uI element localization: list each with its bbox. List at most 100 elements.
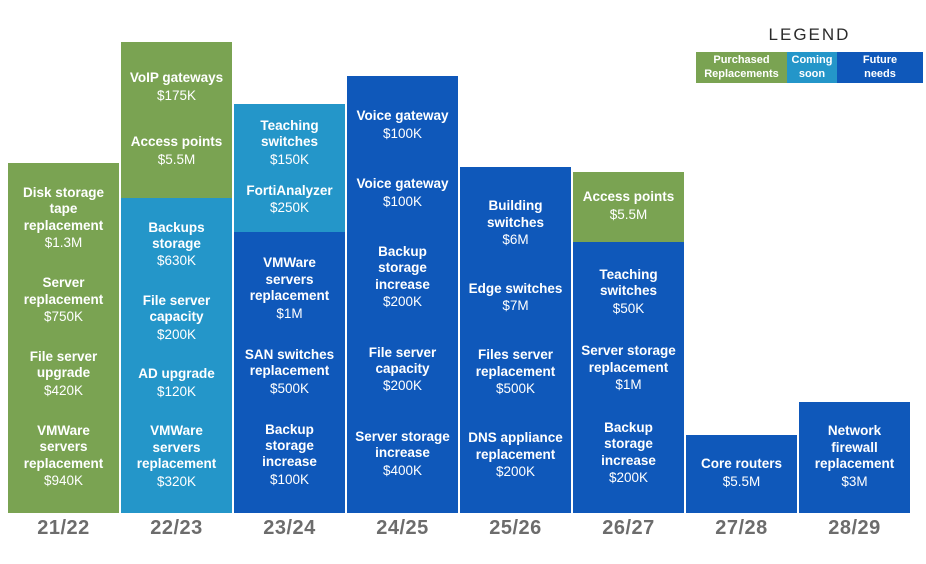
item-name: Backup storage increase <box>262 421 317 470</box>
chart-item: Edge switches $7M <box>461 281 571 316</box>
segment-future-needs: Voice gateway $100K Voice gateway $100K … <box>347 76 458 513</box>
chart-item: VoIP gateways $175K <box>122 70 231 105</box>
segment-future-needs: Network firewall replacement $3M <box>799 402 910 513</box>
item-value: $100K <box>382 193 423 209</box>
item-value: $1.3M <box>44 235 83 251</box>
item-name: Access points <box>130 134 223 150</box>
item-name: Teaching switches <box>260 117 319 150</box>
item-name: Core routers <box>700 456 783 472</box>
item-name: Backups storage <box>148 219 205 251</box>
item-value: $3M <box>841 473 868 489</box>
item-value: $500K <box>269 380 310 396</box>
chart-item: Access points $5.5M <box>575 189 683 224</box>
segment-future-needs: VMWare servers replacement $1M SAN switc… <box>234 232 345 513</box>
item-name: Server replacement <box>23 275 104 307</box>
item-name: Building switches <box>486 198 545 230</box>
chart-item: Building switches $6M <box>460 198 571 250</box>
chart-item: Voice gateway $100K <box>348 108 456 143</box>
chart-item: VMWare servers replacement $940K <box>8 423 119 491</box>
legend-item-future-needs: Future needs <box>837 52 923 83</box>
item-name: SAN switches replacement <box>244 346 335 379</box>
x-axis-label-21-22: 21/22 <box>37 517 90 539</box>
bar-column-26-27: Access points $5.5M Teaching switches $5… <box>573 172 684 513</box>
chart-item: DNS appliance replacement $200K <box>460 430 571 482</box>
x-axis-label-27-28: 27/28 <box>715 517 768 539</box>
chart-item: Teaching switches $50K <box>573 267 684 319</box>
item-value: $630K <box>156 253 197 269</box>
bar-column-23-24: Teaching switches $150K FortiAnalyzer $2… <box>234 104 345 513</box>
item-name: VMWare servers replacement <box>136 423 217 472</box>
item-value: $200K <box>382 378 423 394</box>
legend-title: LEGEND <box>768 25 851 44</box>
item-value: $5.5M <box>157 151 196 167</box>
item-value: $1M <box>276 305 303 321</box>
item-value: $200K <box>382 294 423 310</box>
bar-column-27-28: Core routers $5.5M <box>686 435 797 513</box>
chart-item: Voice gateway $100K <box>348 176 456 211</box>
segment-coming-soon: Backups storage $630K File server capaci… <box>121 198 232 513</box>
chart-item: File server capacity $200K <box>347 345 458 397</box>
item-value: $5.5M <box>722 473 761 489</box>
segment-purchased: VoIP gateways $175K Access points $5.5M <box>121 42 232 198</box>
item-value: $50K <box>612 300 645 316</box>
item-value: $5.5M <box>609 206 648 222</box>
item-name: VMWare servers replacement <box>23 422 104 471</box>
chart-item: Backups storage $630K <box>121 220 232 272</box>
chart-item: Backup storage increase $200K <box>573 420 684 488</box>
item-value: $400K <box>382 462 423 478</box>
item-value: $120K <box>156 383 197 399</box>
segment-future-needs: Building switches $6M Edge switches $7M … <box>460 167 571 513</box>
chart-item: Server storage replacement $1M <box>573 343 684 395</box>
item-name: VoIP gateways <box>129 70 224 86</box>
chart-item: Files server replacement $500K <box>460 347 571 399</box>
bar-column-25-26: Building switches $6M Edge switches $7M … <box>460 167 571 513</box>
item-value: $175K <box>156 87 197 103</box>
x-axis-label-25-26: 25/26 <box>489 517 542 539</box>
item-name: FortiAnalyzer <box>246 183 333 199</box>
chart-item: Access points $5.5M <box>123 134 231 169</box>
item-name: Access points <box>582 189 675 205</box>
chart-item: Server replacement $750K <box>8 275 119 327</box>
item-value: $100K <box>269 471 310 487</box>
item-name: File server capacity <box>368 344 437 376</box>
item-value: $6M <box>502 231 529 247</box>
chart-item: Disk storage tape replacement $1.3M <box>8 185 119 253</box>
x-axis-label-24-25: 24/25 <box>376 517 429 539</box>
item-value: $500K <box>495 381 536 397</box>
item-value: $200K <box>156 326 197 342</box>
item-value: $940K <box>43 473 84 489</box>
segment-purchased: Disk storage tape replacement $1.3M Serv… <box>8 163 119 513</box>
chart-item: Network firewall replacement $3M <box>799 423 910 491</box>
item-name: Teaching switches <box>599 266 658 299</box>
chart-item: Backup storage increase $100K <box>234 422 345 490</box>
item-value: $7M <box>502 298 529 314</box>
item-name: DNS appliance replacement <box>468 430 563 462</box>
item-value: $200K <box>608 470 649 486</box>
chart-item: Server storage increase $400K <box>347 429 458 481</box>
chart-item: Core routers $5.5M <box>693 456 790 491</box>
item-name: Backup storage increase <box>601 419 656 468</box>
item-name: Server storage increase <box>355 428 450 461</box>
legend-item-purchased-replacements: Purchased Replacements <box>696 52 787 83</box>
legend-item-coming-soon: Coming soon <box>787 52 837 83</box>
item-value: $320K <box>156 473 197 489</box>
item-name: File server capacity <box>142 292 211 325</box>
legend: Purchased Replacements Coming soon Futur… <box>696 52 923 83</box>
item-value: $250K <box>269 200 310 216</box>
bar-column-21-22: Disk storage tape replacement $1.3M Serv… <box>8 163 119 513</box>
bar-column-22-23: VoIP gateways $175K Access points $5.5M … <box>121 42 232 513</box>
item-name: Edge switches <box>468 280 563 296</box>
chart-item: File server capacity $200K <box>121 293 232 345</box>
x-axis-label-23-24: 23/24 <box>263 517 316 539</box>
x-axis-label-28-29: 28/29 <box>828 517 881 539</box>
bar-column-28-29: Network firewall replacement $3M <box>799 402 910 513</box>
item-name: AD upgrade <box>138 366 215 382</box>
item-name: Voice gateway <box>356 176 449 192</box>
chart-item: FortiAnalyzer $250K <box>238 183 340 218</box>
x-axis-label-22-23: 22/23 <box>150 517 203 539</box>
bar-column-24-25: Voice gateway $100K Voice gateway $100K … <box>347 76 458 513</box>
item-value: $420K <box>43 382 84 398</box>
chart-item: File server upgrade $420K <box>8 349 119 401</box>
item-name: Voice gateway <box>356 108 449 124</box>
item-value: $100K <box>382 125 423 141</box>
